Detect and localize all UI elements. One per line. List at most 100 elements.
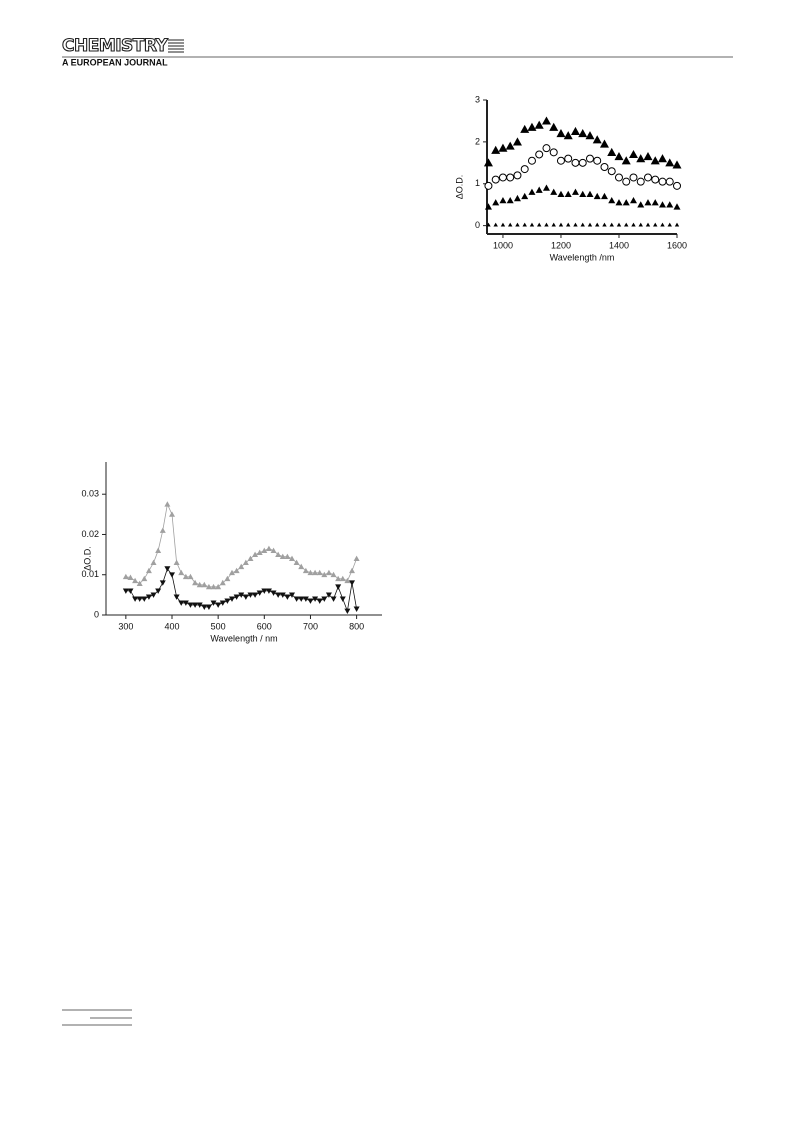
data-point: [127, 588, 134, 594]
data-point: [242, 594, 249, 600]
data-point: [643, 173, 652, 182]
data-point: [312, 569, 319, 576]
data-point: [275, 592, 282, 598]
data-point: [178, 569, 185, 576]
data-point: [637, 201, 645, 208]
data-point: [141, 596, 148, 602]
data-point: [284, 594, 291, 600]
data-point: [556, 129, 566, 138]
data-point: [535, 186, 543, 193]
data-point: [325, 592, 332, 598]
data-point: [316, 569, 323, 576]
data-point: [233, 594, 240, 600]
data-point: [578, 158, 587, 167]
data-point: [665, 158, 675, 167]
data-point: [629, 197, 637, 204]
data-point: [298, 563, 305, 570]
y-axis-label: ΔO.D.: [454, 175, 464, 200]
data-point: [122, 588, 129, 594]
data-point: [522, 222, 527, 227]
data-point: [344, 608, 351, 614]
data-point: [349, 580, 355, 586]
data-point: [256, 590, 263, 596]
data-point: [674, 222, 680, 227]
data-point: [238, 592, 245, 598]
data-point: [169, 572, 175, 578]
data-point: [666, 201, 674, 208]
data-point: [229, 596, 235, 602]
data-point: [252, 592, 259, 598]
data-point: [621, 156, 631, 165]
data-point: [242, 559, 249, 566]
data-point: [127, 574, 134, 580]
data-point: [600, 192, 608, 200]
data-point: [599, 139, 609, 148]
x-axis-label: Wavelength / nm: [210, 633, 277, 643]
data-point: [173, 559, 180, 566]
y-tick-label: 1: [475, 178, 480, 188]
data-point: [544, 222, 549, 227]
data-point: [270, 547, 277, 553]
data-point: [486, 222, 491, 227]
data-point: [289, 592, 295, 598]
data-point: [182, 600, 189, 606]
data-point: [556, 156, 565, 165]
data-point: [499, 197, 507, 204]
data-point: [549, 148, 558, 157]
data-point: [293, 596, 300, 602]
data-point: [550, 188, 558, 195]
y-tick-label: 0.01: [81, 569, 99, 579]
data-point: [557, 190, 565, 198]
data-point: [279, 553, 286, 560]
data-point: [673, 203, 681, 210]
y-tick-label: 0: [475, 220, 480, 230]
data-point: [483, 158, 493, 167]
y-tick-label: 0.02: [81, 529, 99, 539]
data-point: [667, 222, 672, 227]
data-point: [665, 177, 674, 186]
x-axis-label: Wavelength /nm: [550, 252, 615, 262]
data-point: [302, 596, 309, 602]
data-point: [658, 201, 666, 208]
data-point: [643, 152, 653, 161]
data-point: [506, 197, 514, 204]
data-point: [551, 222, 556, 227]
data-point: [261, 547, 268, 553]
x-tick-label: 1000: [493, 240, 513, 250]
data-point: [624, 222, 629, 227]
data-point: [275, 551, 282, 558]
data-point: [321, 571, 328, 578]
y-axis-label: ΔO.D.: [82, 546, 92, 571]
data-point: [537, 222, 542, 227]
data-point: [136, 596, 143, 602]
data-point: [534, 120, 544, 129]
data-point: [192, 579, 199, 586]
journal-subtitle: A EUROPEAN JOURNAL: [62, 57, 168, 67]
data-point: [219, 579, 226, 586]
data-point: [205, 604, 212, 610]
data-point: [563, 131, 573, 140]
data-point: [491, 145, 501, 154]
data-point: [279, 592, 286, 598]
data-point: [513, 194, 521, 202]
data-point: [349, 567, 355, 574]
data-point: [224, 598, 231, 604]
data-point: [215, 583, 222, 590]
data-point: [132, 577, 139, 584]
data-point: [252, 551, 259, 558]
data-point: [571, 188, 579, 195]
data-point: [587, 222, 593, 227]
logo-stripes: [168, 39, 184, 53]
journal-logo: CHEMISTRY: [62, 36, 169, 56]
data-point: [159, 580, 166, 586]
data-point: [330, 596, 337, 602]
data-point: [521, 192, 529, 200]
data-point: [636, 154, 646, 163]
x-tick-label: 700: [303, 621, 318, 631]
data-point: [145, 567, 152, 574]
data-point: [196, 581, 203, 588]
data-point: [672, 160, 682, 169]
x-tick-label: 1400: [609, 240, 629, 250]
data-point: [302, 567, 309, 574]
data-point: [270, 590, 277, 596]
